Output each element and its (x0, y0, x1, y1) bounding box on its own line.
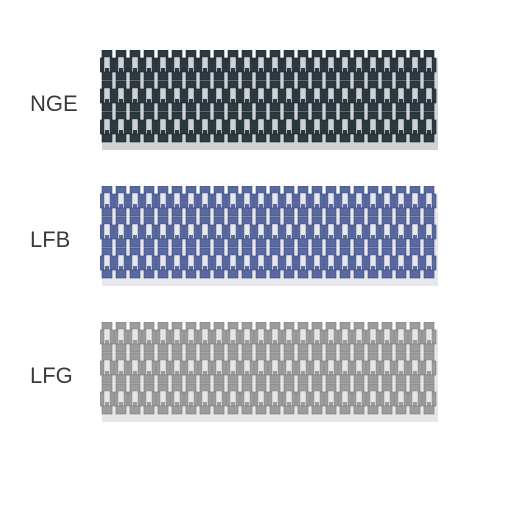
row-nge: NGE (30, 50, 482, 158)
label-lfg: LFG (30, 363, 100, 389)
label-lfb: LFB (30, 227, 100, 253)
row-lfg: LFG (30, 322, 482, 430)
belt-lfg (100, 322, 440, 430)
belt-nge (100, 50, 440, 158)
label-nge: NGE (30, 91, 100, 117)
belt-lfb (100, 186, 440, 294)
row-lfb: LFB (30, 186, 482, 294)
